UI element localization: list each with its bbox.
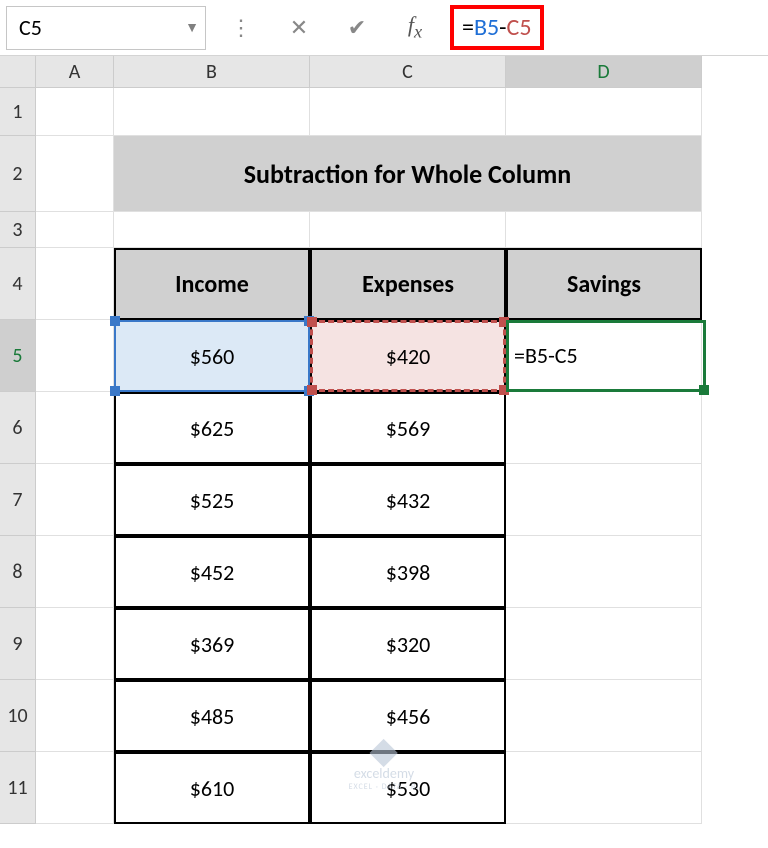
cell-b5[interactable]: $560 [114,320,310,392]
cell-d6[interactable] [506,392,702,464]
row-header-10[interactable]: 10 [0,680,36,752]
formula-bar: C5 ▼ ⋮ ✕ ✔ fx =B5-C5 [0,0,768,56]
cell-d10[interactable] [506,680,702,752]
watermark: exceldemy EXCEL · DATA · BI [349,743,420,792]
name-box-value: C5 [19,14,42,41]
name-box-dropdown-icon[interactable]: ▼ [185,19,199,36]
cell-b10[interactable]: $485 [114,680,310,752]
cell-c1[interactable] [310,88,506,136]
cell-a3[interactable] [36,212,114,248]
row-header-1[interactable]: 1 [0,88,36,136]
insert-function-icon[interactable]: fx [400,12,430,42]
cell-a5[interactable] [36,320,114,392]
row-header-9[interactable]: 9 [0,608,36,680]
watermark-sub: EXCEL · DATA · BI [349,782,420,792]
row-header-11[interactable]: 11 [0,752,36,824]
cell-b3[interactable] [114,212,310,248]
cell-d1[interactable] [506,88,702,136]
cell-d3[interactable] [506,212,702,248]
cell-c9[interactable]: $320 [310,608,506,680]
divider-icon: ⋮ [226,14,256,41]
enter-icon[interactable]: ✔ [342,14,372,41]
cell-c3[interactable] [310,212,506,248]
cell-b9[interactable]: $369 [114,608,310,680]
cell-c7[interactable]: $432 [310,464,506,536]
cell-a4[interactable] [36,248,114,320]
cell-a8[interactable] [36,536,114,608]
formula-equals: = [462,13,474,42]
col-header-b[interactable]: B [114,56,310,88]
cell-b8[interactable]: $452 [114,536,310,608]
grid-body: 1 2 3 4 5 6 7 8 9 10 11 Subtraction for … [0,88,768,824]
cell-d9[interactable] [506,608,702,680]
cell-a10[interactable] [36,680,114,752]
col-header-a[interactable]: A [36,56,114,88]
cell-d5[interactable]: =B5-C5 [506,320,702,392]
row-header-6[interactable]: 6 [0,392,36,464]
cell-a7[interactable] [36,464,114,536]
cell-a11[interactable] [36,752,114,824]
formula-input[interactable]: =B5-C5 [450,4,762,52]
row-header-7[interactable]: 7 [0,464,36,536]
col-header-c[interactable]: C [310,56,506,88]
header-expenses[interactable]: Expenses [310,248,506,320]
cell-b11[interactable]: $610 [114,752,310,824]
cell-a6[interactable] [36,392,114,464]
cell-c5[interactable]: $420 [310,320,506,392]
row-header-5[interactable]: 5 [0,320,36,392]
row-header-4[interactable]: 4 [0,248,36,320]
row-headers: 1 2 3 4 5 6 7 8 9 10 11 [0,88,36,824]
row-header-2[interactable]: 2 [0,136,36,212]
cell-b1[interactable] [114,88,310,136]
formula-ref-c5: C5 [507,13,532,42]
column-header-row: A B C D [0,56,768,88]
header-income[interactable]: Income [114,248,310,320]
title-cell[interactable]: Subtraction for Whole Column [114,136,702,212]
cell-c8[interactable]: $398 [310,536,506,608]
watermark-icon [370,739,398,767]
cell-a2[interactable] [36,136,114,212]
cell-d8[interactable] [506,536,702,608]
formula-ref-b5: B5 [474,13,499,42]
cell-b7[interactable]: $525 [114,464,310,536]
cell-a9[interactable] [36,608,114,680]
formula-bar-controls: ⋮ ✕ ✔ fx [226,12,430,42]
name-box[interactable]: C5 ▼ [6,6,206,50]
cell-c10[interactable]: $456 [310,680,506,752]
cell-d11[interactable] [506,752,702,824]
cells-grid: Subtraction for Whole Column Income Expe… [36,88,768,824]
row-header-8[interactable]: 8 [0,536,36,608]
cancel-icon[interactable]: ✕ [284,14,314,41]
cell-a1[interactable] [36,88,114,136]
cell-d7[interactable] [506,464,702,536]
header-savings[interactable]: Savings [506,248,702,320]
cell-c6[interactable]: $569 [310,392,506,464]
cell-b6[interactable]: $625 [114,392,310,464]
select-all-corner[interactable] [0,56,36,88]
col-header-d[interactable]: D [506,56,702,88]
formula-dash: - [499,13,506,42]
watermark-text: exceldemy [354,765,414,782]
formula-highlight-box: =B5-C5 [450,5,544,50]
row-header-3[interactable]: 3 [0,212,36,248]
